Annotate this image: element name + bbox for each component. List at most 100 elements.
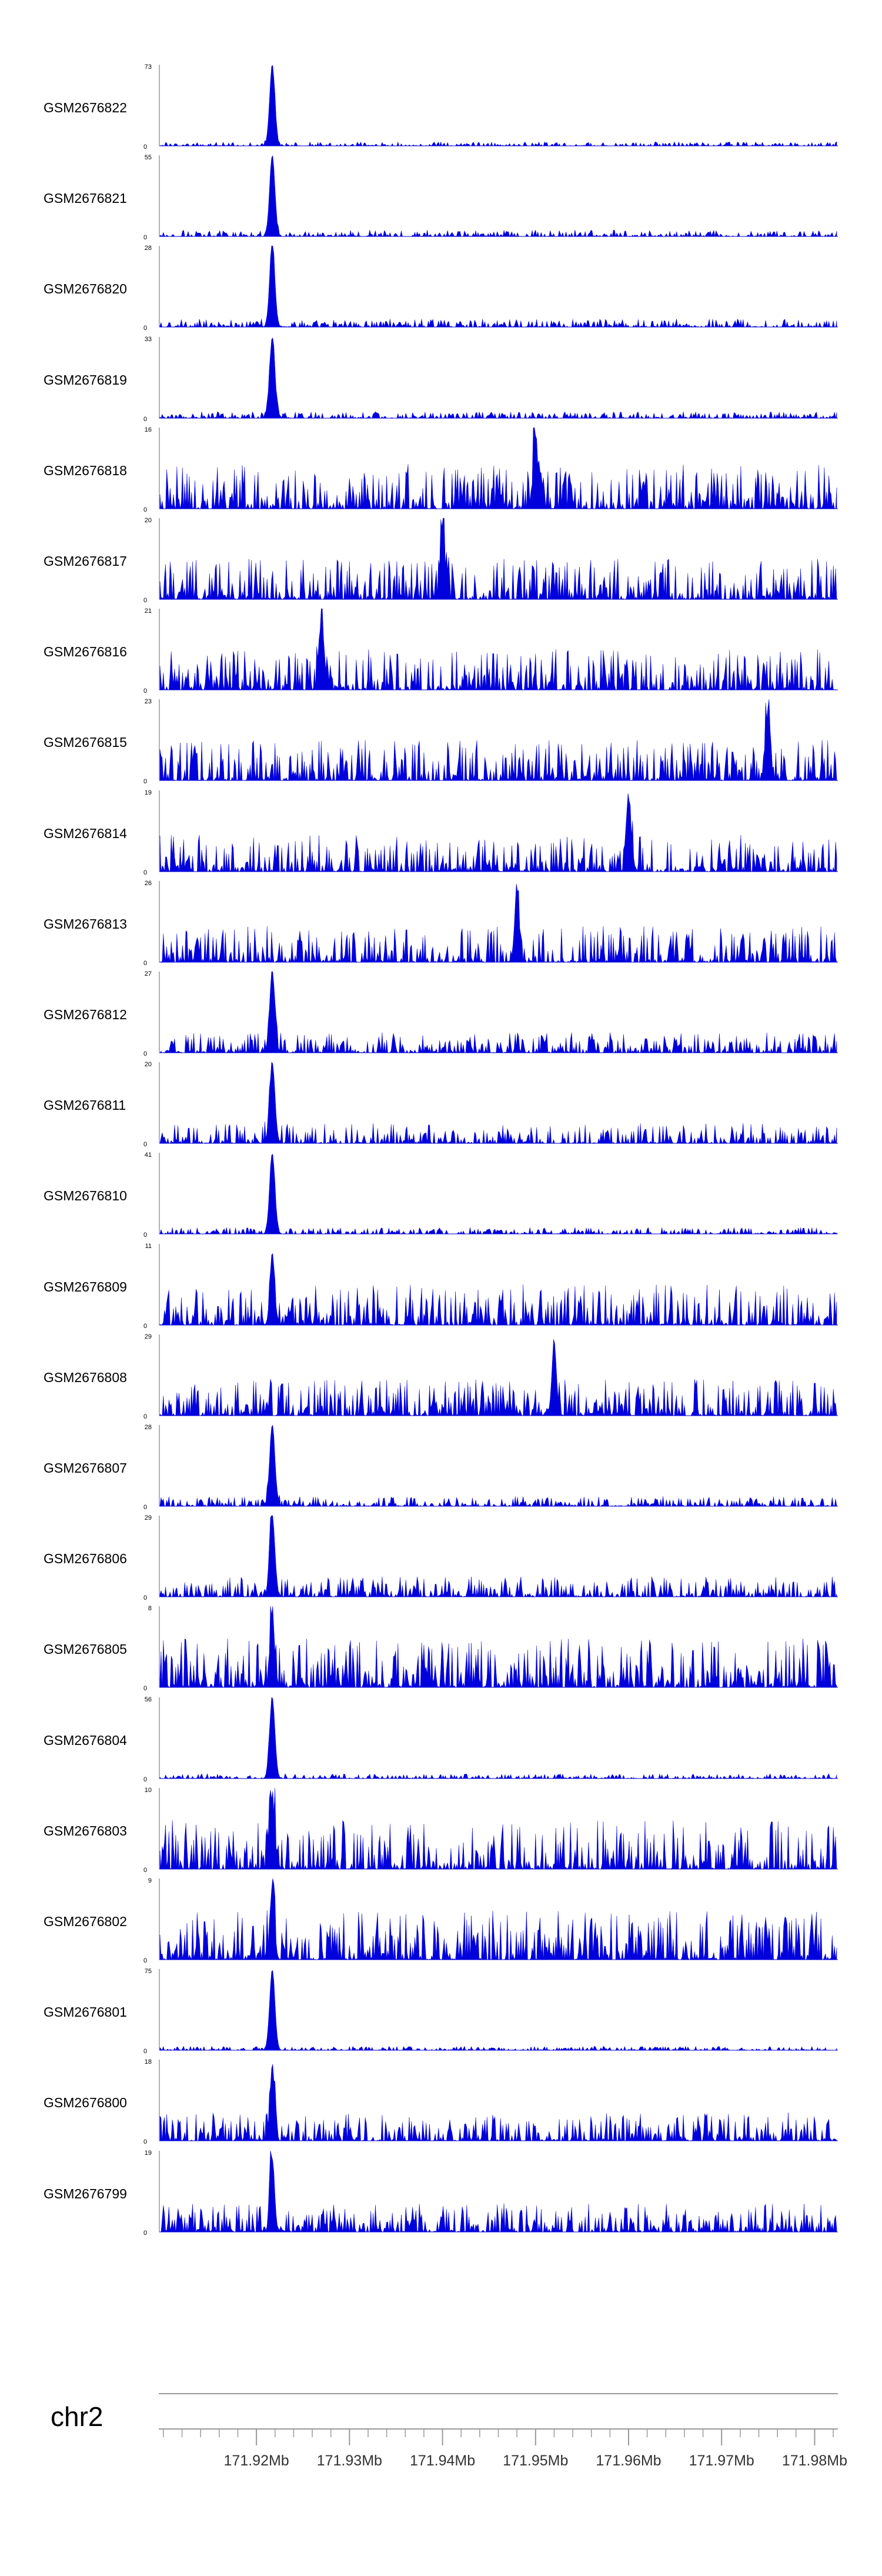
- track-max-label: 19: [144, 789, 152, 796]
- coverage-area: [159, 427, 837, 509]
- track-max-label: 55: [144, 154, 152, 162]
- track-label: GSM2676817: [44, 553, 127, 569]
- tick-label: 171.92Mb: [224, 2452, 289, 2469]
- track-max-label: 10: [144, 1786, 152, 1794]
- track-max-label: 8: [148, 1605, 152, 1613]
- track-plot: [159, 1424, 838, 1507]
- track-label: GSM2676804: [44, 1732, 127, 1748]
- track-max-label: 11: [145, 1242, 152, 1250]
- track-label: GSM2676815: [44, 735, 127, 750]
- track-min-label: 0: [143, 688, 148, 695]
- track-label: GSM2676814: [44, 825, 127, 841]
- track-label: GSM2676806: [44, 1551, 127, 1567]
- track-GSM2676804: GSM2676804 56 0: [0, 1696, 882, 1787]
- track-GSM2676806: GSM2676806 29 0: [0, 1514, 882, 1606]
- track-max-label: 21: [144, 608, 152, 615]
- track-max-label: 23: [144, 698, 152, 706]
- track-GSM2676809: GSM2676809 11 0: [0, 1243, 882, 1334]
- track-label: GSM2676821: [44, 191, 127, 206]
- track-plot: [159, 699, 838, 782]
- track-min-label: 0: [143, 234, 148, 242]
- track-GSM2676799: GSM2676799 19 0: [0, 2150, 882, 2241]
- coverage-area: [159, 155, 837, 238]
- track-min-label: 0: [143, 2138, 148, 2146]
- track-max-label: 16: [144, 426, 152, 433]
- track-plot: [159, 65, 838, 146]
- track-GSM2676811: GSM2676811 20 0: [0, 1061, 882, 1152]
- track-plot: [159, 1334, 838, 1416]
- coverage-area: [159, 65, 837, 146]
- track-min-label: 0: [143, 1322, 148, 1330]
- track-max-label: 56: [144, 1696, 152, 1703]
- coverage-area: [159, 1154, 837, 1235]
- coverage-area: [159, 699, 837, 782]
- track-plot: [159, 2150, 838, 2233]
- track-max-label: 33: [144, 335, 152, 343]
- coverage-area: [159, 1339, 837, 1416]
- track-max-label: 28: [144, 245, 152, 252]
- track-label: GSM2676810: [44, 1188, 127, 1204]
- track-max-label: 18: [144, 2058, 152, 2066]
- track-GSM2676803: GSM2676803 10 0: [0, 1787, 882, 1878]
- coverage-area: [159, 2064, 837, 2142]
- axis-svg: 171.92Mb 171.93Mb 171.94Mb 171.95Mb 171.96Mb…: [159, 2393, 847, 2469]
- track-plot: [159, 518, 838, 600]
- genome-axis: chr2 171.92Mb 171.93Mb 171.94Mb 171.95Mb 171…: [0, 2376, 882, 2552]
- track-plot: [159, 1606, 838, 1689]
- track-max-label: 9: [148, 1877, 152, 1884]
- track-GSM2676820: GSM2676820 28 0: [0, 245, 882, 336]
- track-label: GSM2676808: [44, 1369, 127, 1385]
- track-GSM2676818: GSM2676818 16 0: [0, 426, 882, 518]
- coverage-area: [159, 883, 837, 963]
- track-GSM2676807: GSM2676807 28 0: [0, 1424, 882, 1515]
- track-plot: [159, 155, 838, 238]
- track-GSM2676802: GSM2676802 9 0: [0, 1877, 882, 1968]
- coverage-area: [159, 1424, 837, 1507]
- track-min-label: 0: [143, 1504, 148, 1511]
- tick-label: 171.95Mb: [503, 2452, 568, 2469]
- track-min-label: 0: [143, 1413, 148, 1420]
- track-plot: [159, 1878, 838, 1960]
- track-GSM2676819: GSM2676819 33 0: [0, 336, 882, 427]
- track-plot: [159, 246, 838, 328]
- track-GSM2676810: GSM2676810 41 0: [0, 1152, 882, 1243]
- track-GSM2676800: GSM2676800 18 0: [0, 2058, 882, 2150]
- track-plot: [159, 790, 838, 872]
- track-label: GSM2676809: [44, 1279, 127, 1294]
- track-min-label: 0: [143, 1050, 148, 1057]
- track-label: GSM2676807: [44, 1460, 127, 1476]
- track-max-label: 75: [144, 1968, 152, 1976]
- track-plot: [159, 1787, 838, 1870]
- track-min-label: 0: [143, 415, 148, 423]
- track-GSM2676813: GSM2676813 26 0: [0, 880, 882, 971]
- track-max-label: 28: [144, 1424, 152, 1431]
- coverage-area: [159, 1606, 837, 1689]
- track-min-label: 0: [143, 1141, 148, 1149]
- track-max-label: 27: [144, 970, 152, 977]
- coverage-area: [159, 1253, 837, 1326]
- track-min-label: 0: [143, 325, 148, 332]
- coverage-tracks: GSM2676822 73 0 GSM2676821 55 0 GSM2676820 28 0 G…: [0, 64, 882, 2241]
- track-GSM2676801: GSM2676801 75 0: [0, 1968, 882, 2059]
- track-max-label: 29: [144, 1333, 152, 1340]
- track-label: GSM2676805: [44, 1641, 127, 1657]
- track-max-label: 19: [144, 2149, 152, 2157]
- track-GSM2676812: GSM2676812 27 0: [0, 970, 882, 1062]
- track-max-label: 20: [144, 517, 152, 524]
- track-max-label: 20: [144, 1061, 152, 1069]
- track-min-label: 0: [143, 1594, 148, 1602]
- coverage-area: [159, 608, 837, 691]
- track-plot: [159, 336, 838, 419]
- track-max-label: 73: [144, 64, 152, 71]
- coverage-area: [159, 1697, 837, 1779]
- track-min-label: 0: [143, 1866, 148, 1874]
- coverage-area: [159, 1787, 837, 1870]
- tick-label: 171.96Mb: [596, 2452, 661, 2469]
- track-min-label: 0: [143, 1232, 148, 1239]
- track-GSM2676808: GSM2676808 29 0: [0, 1333, 882, 1424]
- coverage-area: [159, 971, 837, 1053]
- track-label: GSM2676816: [44, 644, 127, 660]
- track-plot: [159, 1153, 838, 1235]
- track-GSM2676814: GSM2676814 19 0: [0, 789, 882, 880]
- track-min-label: 0: [143, 959, 148, 967]
